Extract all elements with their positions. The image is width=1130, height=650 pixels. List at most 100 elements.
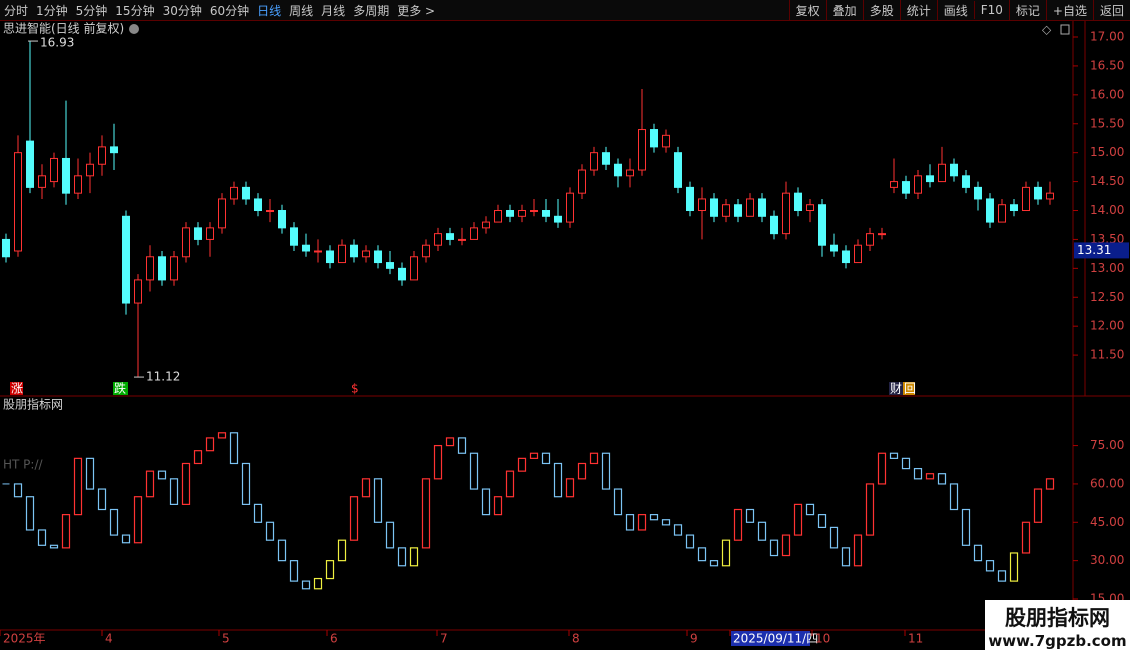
y-tick-label: 14.50 [1090, 174, 1124, 188]
y-tick-label: 14.00 [1090, 203, 1124, 217]
x-tick-label: 11 [908, 632, 923, 646]
candle-body [494, 210, 502, 223]
tool-buttons: 复权 叠加 多股 统计 画线 F10 标记 +自选 返回 [788, 0, 1130, 21]
toolbar-button[interactable]: 画线 [936, 0, 974, 21]
indicator-box [853, 534, 863, 567]
indicator-box [181, 462, 191, 505]
candle-body [326, 250, 334, 264]
title-menu[interactable] [129, 24, 139, 34]
candle-body [110, 146, 118, 154]
toolbar-button[interactable]: 多周期 [353, 3, 390, 18]
indicator-box [697, 547, 707, 562]
indicator-box [481, 488, 491, 516]
price-tag: 13.31 [1077, 243, 1111, 257]
indicator-box [889, 452, 899, 459]
y-tick-label: 17.00 [1090, 30, 1124, 44]
candle-body [290, 227, 298, 246]
event-marker: $ [351, 382, 359, 396]
toolbar-button[interactable]: 60分钟 [209, 3, 250, 18]
indicator-box [925, 473, 935, 480]
toolbar-button[interactable]: 分时 [4, 3, 29, 18]
candle-body [422, 244, 430, 258]
toolbar-button[interactable]: 日线 [257, 3, 282, 18]
candle-body [314, 250, 322, 253]
candle-body [602, 152, 610, 165]
toolbar-button[interactable]: +自选 [1045, 0, 1093, 21]
candle-body [278, 210, 286, 229]
indicator-box [277, 539, 287, 562]
toolbar-button[interactable]: 多股 [862, 0, 900, 21]
toolbar-button[interactable]: 复权 [788, 0, 826, 21]
candle-body [374, 250, 382, 264]
y-tick-label: 60.00 [1090, 476, 1124, 490]
indicator-box [205, 437, 215, 452]
candle-body [134, 279, 142, 304]
indicator-box [769, 539, 779, 557]
candle-body [770, 215, 778, 235]
indicator-box [649, 514, 659, 521]
indicator-box [85, 457, 95, 490]
indicator-box [385, 521, 395, 549]
candle-body [782, 192, 790, 235]
indicator-box [397, 547, 407, 567]
candle-body [122, 215, 130, 304]
toolbar-button[interactable]: 叠加 [825, 0, 863, 21]
indicator-box [721, 539, 731, 567]
candle-body [398, 267, 406, 281]
indicator-box [637, 514, 647, 531]
y-tick-label: 12.50 [1090, 290, 1124, 304]
faint-text: HT P:// [3, 458, 43, 472]
toolbar: 分时 1分钟 5分钟 15分钟 30分钟 60分钟 日线 周线 月线 多周期 更多 > 复权 叠加 多股… [0, 0, 1130, 21]
indicator-box [817, 514, 827, 529]
toolbar-button[interactable]: 标记 [1008, 0, 1046, 21]
indicator-box [349, 496, 359, 541]
indicator-box [409, 547, 419, 567]
toolbar-button[interactable]: 周线 [289, 3, 314, 18]
candle-body [194, 227, 202, 240]
candle-body [914, 175, 922, 194]
candle-body [98, 146, 106, 165]
watermark-name: 股朋指标网 [1005, 606, 1110, 630]
toolbar-button[interactable]: 月线 [321, 3, 346, 18]
toolbar-button[interactable]: F10 [973, 1, 1009, 19]
candle-body [554, 215, 562, 223]
candle-body [830, 244, 838, 252]
candle-body [254, 198, 262, 212]
indicator-box [613, 488, 623, 516]
indicator-box [793, 503, 803, 536]
toolbar-button[interactable]: 30分钟 [162, 3, 202, 18]
toolbar-button[interactable]: 1分钟 [36, 3, 68, 18]
y-tick-label: 12.00 [1090, 319, 1124, 333]
candle-body [206, 227, 214, 240]
toolbar-button[interactable]: 统计 [899, 0, 937, 21]
y-tick-label: 15.50 [1090, 116, 1124, 130]
window-icon[interactable] [1060, 24, 1070, 35]
indicator-box [241, 462, 251, 505]
candle-body [146, 256, 154, 281]
cursor-date-bg [731, 631, 810, 646]
y-tick-label: 75.00 [1090, 438, 1124, 452]
toolbar-button[interactable]: 5分钟 [75, 3, 108, 18]
candle-body [710, 198, 718, 217]
y-tick-label: 30.00 [1090, 553, 1124, 567]
x-tick-label: 8 [572, 632, 580, 646]
indicator-box [913, 467, 923, 480]
price-tag-bg [1074, 242, 1129, 259]
candle-body [878, 233, 886, 236]
toolbar-button[interactable]: 15分钟 [115, 3, 155, 18]
candle-body [158, 256, 166, 281]
event-marker: 涨 [11, 381, 23, 396]
diamond-icon[interactable]: ◇ [1042, 23, 1052, 37]
candle-body [542, 210, 550, 217]
candle-body [806, 204, 814, 212]
candle-body [974, 186, 982, 200]
indicator-box [661, 519, 671, 526]
candle-body [638, 129, 646, 171]
y-tick-label: 15.00 [1090, 145, 1124, 159]
candle-body [626, 169, 634, 177]
indicator-box [73, 457, 83, 516]
toolbar-button[interactable]: 更多 > [397, 3, 436, 18]
high-label: 16.93 [40, 36, 74, 50]
toolbar-button[interactable]: 返回 [1092, 0, 1130, 21]
